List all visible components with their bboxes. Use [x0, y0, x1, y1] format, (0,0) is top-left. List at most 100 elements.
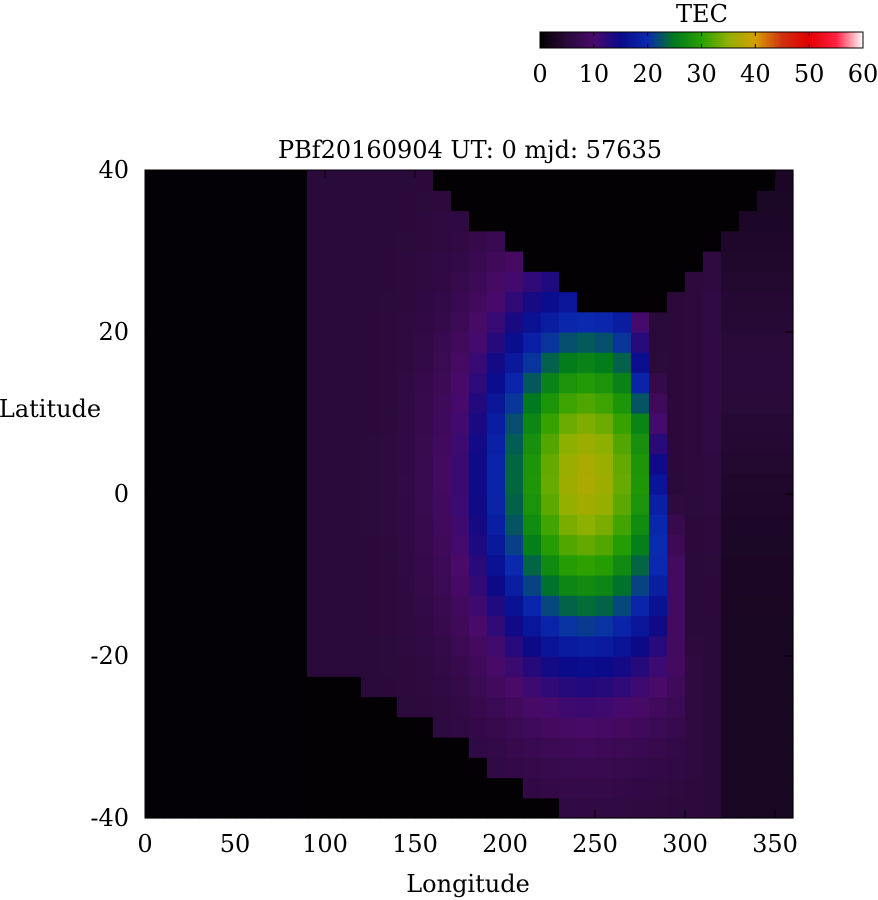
heatmap-cell	[415, 575, 434, 596]
heatmap-cell	[523, 494, 542, 515]
heatmap-cell	[685, 615, 704, 637]
heatmap-cell	[307, 575, 326, 596]
heatmap-cell	[775, 554, 794, 576]
heatmap-cell	[505, 392, 524, 414]
heatmap-cell	[505, 170, 524, 191]
heatmap-cell	[487, 251, 506, 272]
heatmap-cell	[397, 453, 416, 475]
heatmap-cell	[397, 575, 416, 596]
heatmap-cell	[289, 716, 308, 738]
heatmap-cell	[487, 595, 506, 617]
heatmap-cell	[415, 737, 434, 758]
heatmap-cell	[325, 372, 344, 394]
heatmap-cell	[523, 170, 542, 191]
heatmap-cell	[577, 534, 596, 556]
heatmap-cell	[469, 676, 488, 698]
heatmap-cell	[523, 372, 542, 394]
heatmap-cell	[145, 635, 164, 657]
heatmap-cell	[505, 595, 524, 617]
heatmap-cell	[541, 372, 560, 394]
heatmap-cell	[397, 615, 416, 637]
heatmap-cell	[433, 251, 452, 272]
heatmap-cell	[397, 777, 416, 799]
heatmap-cell	[145, 575, 164, 596]
heatmap-cell	[613, 170, 632, 191]
heatmap-cell	[199, 676, 218, 698]
heatmap-cell	[703, 716, 722, 738]
heatmap-cell	[415, 251, 434, 272]
heatmap-cell	[631, 453, 650, 475]
heatmap-cell	[487, 615, 506, 637]
heatmap-cell	[433, 514, 452, 536]
heatmap-cell	[487, 797, 506, 819]
heatmap-cell	[523, 534, 542, 556]
heatmap-cell	[775, 190, 794, 212]
heatmap-cell	[595, 595, 614, 617]
heatmap-cell	[649, 554, 668, 576]
heatmap-cell	[703, 676, 722, 698]
heatmap-cell	[307, 716, 326, 738]
heatmap-cell	[631, 797, 650, 819]
heatmap-cell	[703, 757, 722, 779]
heatmap-cell	[433, 575, 452, 596]
heatmap-cell	[757, 514, 776, 536]
heatmap-cell	[469, 757, 488, 779]
heatmap-cell	[181, 494, 200, 515]
heatmap-cell	[685, 332, 704, 353]
heatmap-cell	[217, 311, 236, 333]
heatmap-cell	[757, 595, 776, 617]
heatmap-cell	[451, 777, 470, 799]
heatmap-cell	[217, 170, 236, 191]
heatmap-cell	[559, 615, 578, 637]
heatmap-cell	[577, 332, 596, 353]
heatmap-cell	[451, 494, 470, 515]
heatmap-cell	[649, 392, 668, 414]
heatmap-cell	[253, 332, 272, 353]
heatmap-cell	[523, 453, 542, 475]
heatmap-cell	[451, 413, 470, 434]
heatmap-cell	[235, 332, 254, 353]
heatmap-cell	[145, 291, 164, 313]
heatmap-cell	[595, 635, 614, 657]
heatmap-cell	[523, 433, 542, 455]
heatmap-cell	[397, 392, 416, 414]
heatmap-cell	[703, 737, 722, 758]
heatmap-cell	[757, 797, 776, 819]
heatmap-cell	[667, 797, 686, 819]
heatmap-cell	[721, 413, 740, 434]
heatmap-cell	[325, 210, 344, 232]
heatmap-cell	[631, 575, 650, 596]
heatmap-cell	[541, 473, 560, 495]
heatmap-cell	[757, 332, 776, 353]
heatmap-cell	[271, 777, 290, 799]
heatmap-cell	[217, 615, 236, 637]
heatmap-cell	[397, 190, 416, 212]
heatmap-cell	[379, 615, 398, 637]
heatmap-cell	[757, 737, 776, 758]
heatmap-cell	[469, 554, 488, 576]
heatmap-cell	[433, 332, 452, 353]
heatmap-cell	[469, 190, 488, 212]
heatmap-cell	[739, 757, 758, 779]
heatmap-cell	[721, 190, 740, 212]
heatmap-cell	[253, 251, 272, 272]
heatmap-cell	[343, 716, 362, 738]
heatmap-cell	[559, 230, 578, 252]
heatmap-cell	[631, 170, 650, 191]
heatmap-cell	[199, 696, 218, 718]
heatmap-cell	[163, 676, 182, 698]
heatmap-cell	[523, 757, 542, 779]
heatmap-cell	[361, 210, 380, 232]
heatmap-cell	[415, 716, 434, 738]
heatmap-cell	[199, 332, 218, 353]
heatmap-cell	[289, 615, 308, 637]
heatmap-cell	[397, 271, 416, 293]
heatmap-cell	[595, 676, 614, 698]
heatmap-cell	[685, 777, 704, 799]
heatmap-cell	[613, 230, 632, 252]
heatmap-cell	[343, 595, 362, 617]
heatmap-cell	[757, 777, 776, 799]
heatmap-cell	[235, 473, 254, 495]
heatmap-cell	[145, 433, 164, 455]
heatmap-cell	[163, 534, 182, 556]
